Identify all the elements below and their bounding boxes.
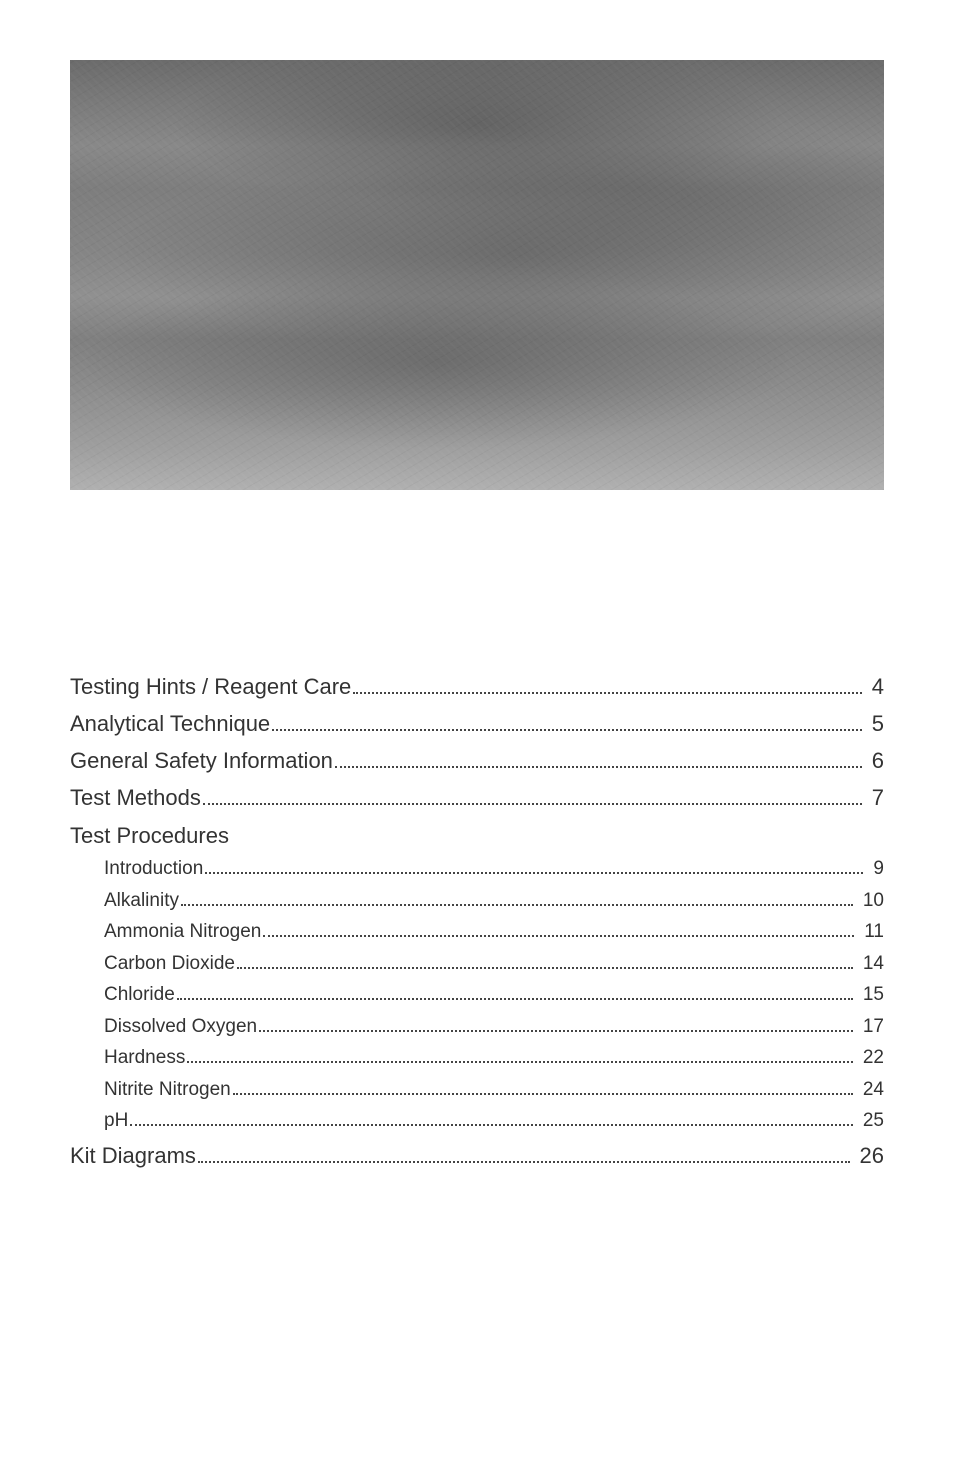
toc-page: 5	[866, 707, 884, 741]
toc-entry-nitrite-nitrogen: Nitrite Nitrogen 24	[70, 1076, 884, 1105]
toc-page: 15	[857, 981, 884, 1010]
toc-page: 22	[857, 1044, 884, 1073]
toc-label: Nitrite Nitrogen	[104, 1076, 231, 1105]
dot-leader	[187, 1061, 853, 1063]
toc-label: Carbon Dioxide	[104, 950, 235, 979]
toc-page: 11	[858, 918, 884, 947]
table-of-contents: Testing Hints / Reagent Care 4 Analytica…	[70, 670, 884, 1173]
dot-leader	[130, 1124, 853, 1126]
dot-leader	[233, 1093, 853, 1095]
dot-leader	[205, 872, 863, 874]
dot-leader	[259, 1030, 853, 1032]
toc-page: 9	[867, 855, 884, 884]
toc-label: Alkalinity	[104, 887, 179, 916]
toc-label: Testing Hints / Reagent Care	[70, 670, 351, 704]
toc-entry-testing-hints: Testing Hints / Reagent Care 4	[70, 670, 884, 704]
toc-entry-test-methods: Test Methods 7	[70, 781, 884, 815]
toc-label: Hardness	[104, 1044, 185, 1073]
dot-leader	[335, 766, 862, 768]
toc-page: 25	[857, 1107, 884, 1136]
toc-section-header: Test Procedures	[70, 819, 884, 853]
toc-entry-alkalinity: Alkalinity 10	[70, 887, 884, 916]
toc-page: 10	[857, 887, 884, 916]
toc-page: 6	[866, 744, 884, 778]
dot-leader	[353, 692, 861, 694]
toc-label: pH	[104, 1107, 128, 1136]
toc-entry-general-safety: General Safety Information 6	[70, 744, 884, 778]
toc-page: 4	[866, 670, 884, 704]
toc-page: 14	[857, 950, 884, 979]
dot-leader	[237, 967, 853, 969]
toc-label: Introduction	[104, 855, 203, 884]
toc-entry-kit-diagrams: Kit Diagrams 26	[70, 1139, 884, 1173]
dot-leader	[181, 904, 853, 906]
toc-entry-chloride: Chloride 15	[70, 981, 884, 1010]
toc-page: 7	[866, 781, 884, 815]
toc-label: Test Methods	[70, 781, 201, 815]
toc-label: Ammonia Nitrogen	[104, 918, 261, 947]
toc-label: Dissolved Oxygen	[104, 1013, 257, 1042]
toc-label: Kit Diagrams	[70, 1139, 196, 1173]
toc-entry-ph: pH 25	[70, 1107, 884, 1136]
toc-page: 26	[854, 1139, 884, 1173]
toc-page: 24	[857, 1076, 884, 1105]
toc-label: Analytical Technique	[70, 707, 270, 741]
dot-leader	[198, 1161, 850, 1163]
hero-image	[70, 60, 884, 490]
toc-entry-ammonia-nitrogen: Ammonia Nitrogen 11	[70, 918, 884, 947]
dot-leader	[272, 729, 862, 731]
dot-leader	[177, 998, 853, 1000]
toc-page: 17	[857, 1013, 884, 1042]
toc-entry-carbon-dioxide: Carbon Dioxide 14	[70, 950, 884, 979]
dot-leader	[203, 803, 862, 805]
toc-label: Chloride	[104, 981, 175, 1010]
toc-entry-dissolved-oxygen: Dissolved Oxygen 17	[70, 1013, 884, 1042]
toc-entry-analytical-technique: Analytical Technique 5	[70, 707, 884, 741]
toc-entry-introduction: Introduction 9	[70, 855, 884, 884]
dot-leader	[263, 935, 854, 937]
toc-label: General Safety Information	[70, 744, 333, 778]
toc-entry-hardness: Hardness 22	[70, 1044, 884, 1073]
